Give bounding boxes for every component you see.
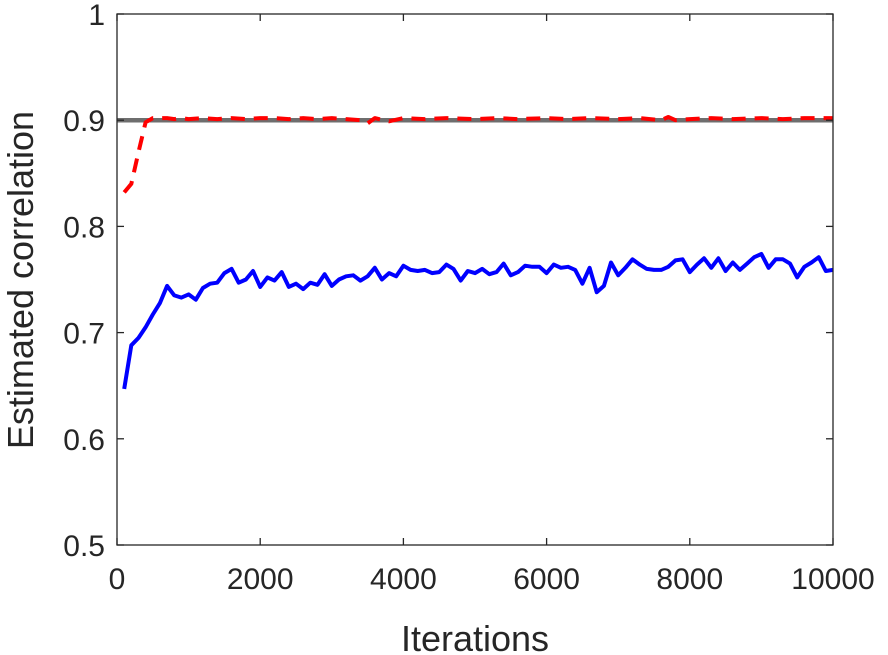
y-tick-label: 0.8 xyxy=(63,211,105,244)
series-layer xyxy=(117,115,834,390)
x-tick-label: 8000 xyxy=(656,563,723,596)
y-tick-label: 0.9 xyxy=(63,105,105,138)
series-line-1 xyxy=(122,115,833,194)
y-tick-label: 0.5 xyxy=(63,530,105,563)
y-tick-label: 0.7 xyxy=(63,318,105,351)
x-tick-label: 0 xyxy=(109,563,126,596)
y-tick-label: 1 xyxy=(88,0,105,32)
series-line-2 xyxy=(122,252,834,390)
x-tick-label: 6000 xyxy=(513,563,580,596)
x-axis-label: Iterations xyxy=(401,618,549,655)
x-tick-label: 4000 xyxy=(370,563,437,596)
plot-area xyxy=(117,14,833,545)
y-tick-label: 0.6 xyxy=(63,424,105,457)
y-axis-label: Estimated correlation xyxy=(0,111,41,449)
plot-frame xyxy=(116,13,834,546)
x-tick-label: 2000 xyxy=(227,563,294,596)
ticks-layer: 0 2000 4000 6000 8000 10000 0.5 0.6 0.7 0.8 0.9 1 xyxy=(63,0,874,596)
x-tick-label: 10000 xyxy=(791,563,874,596)
